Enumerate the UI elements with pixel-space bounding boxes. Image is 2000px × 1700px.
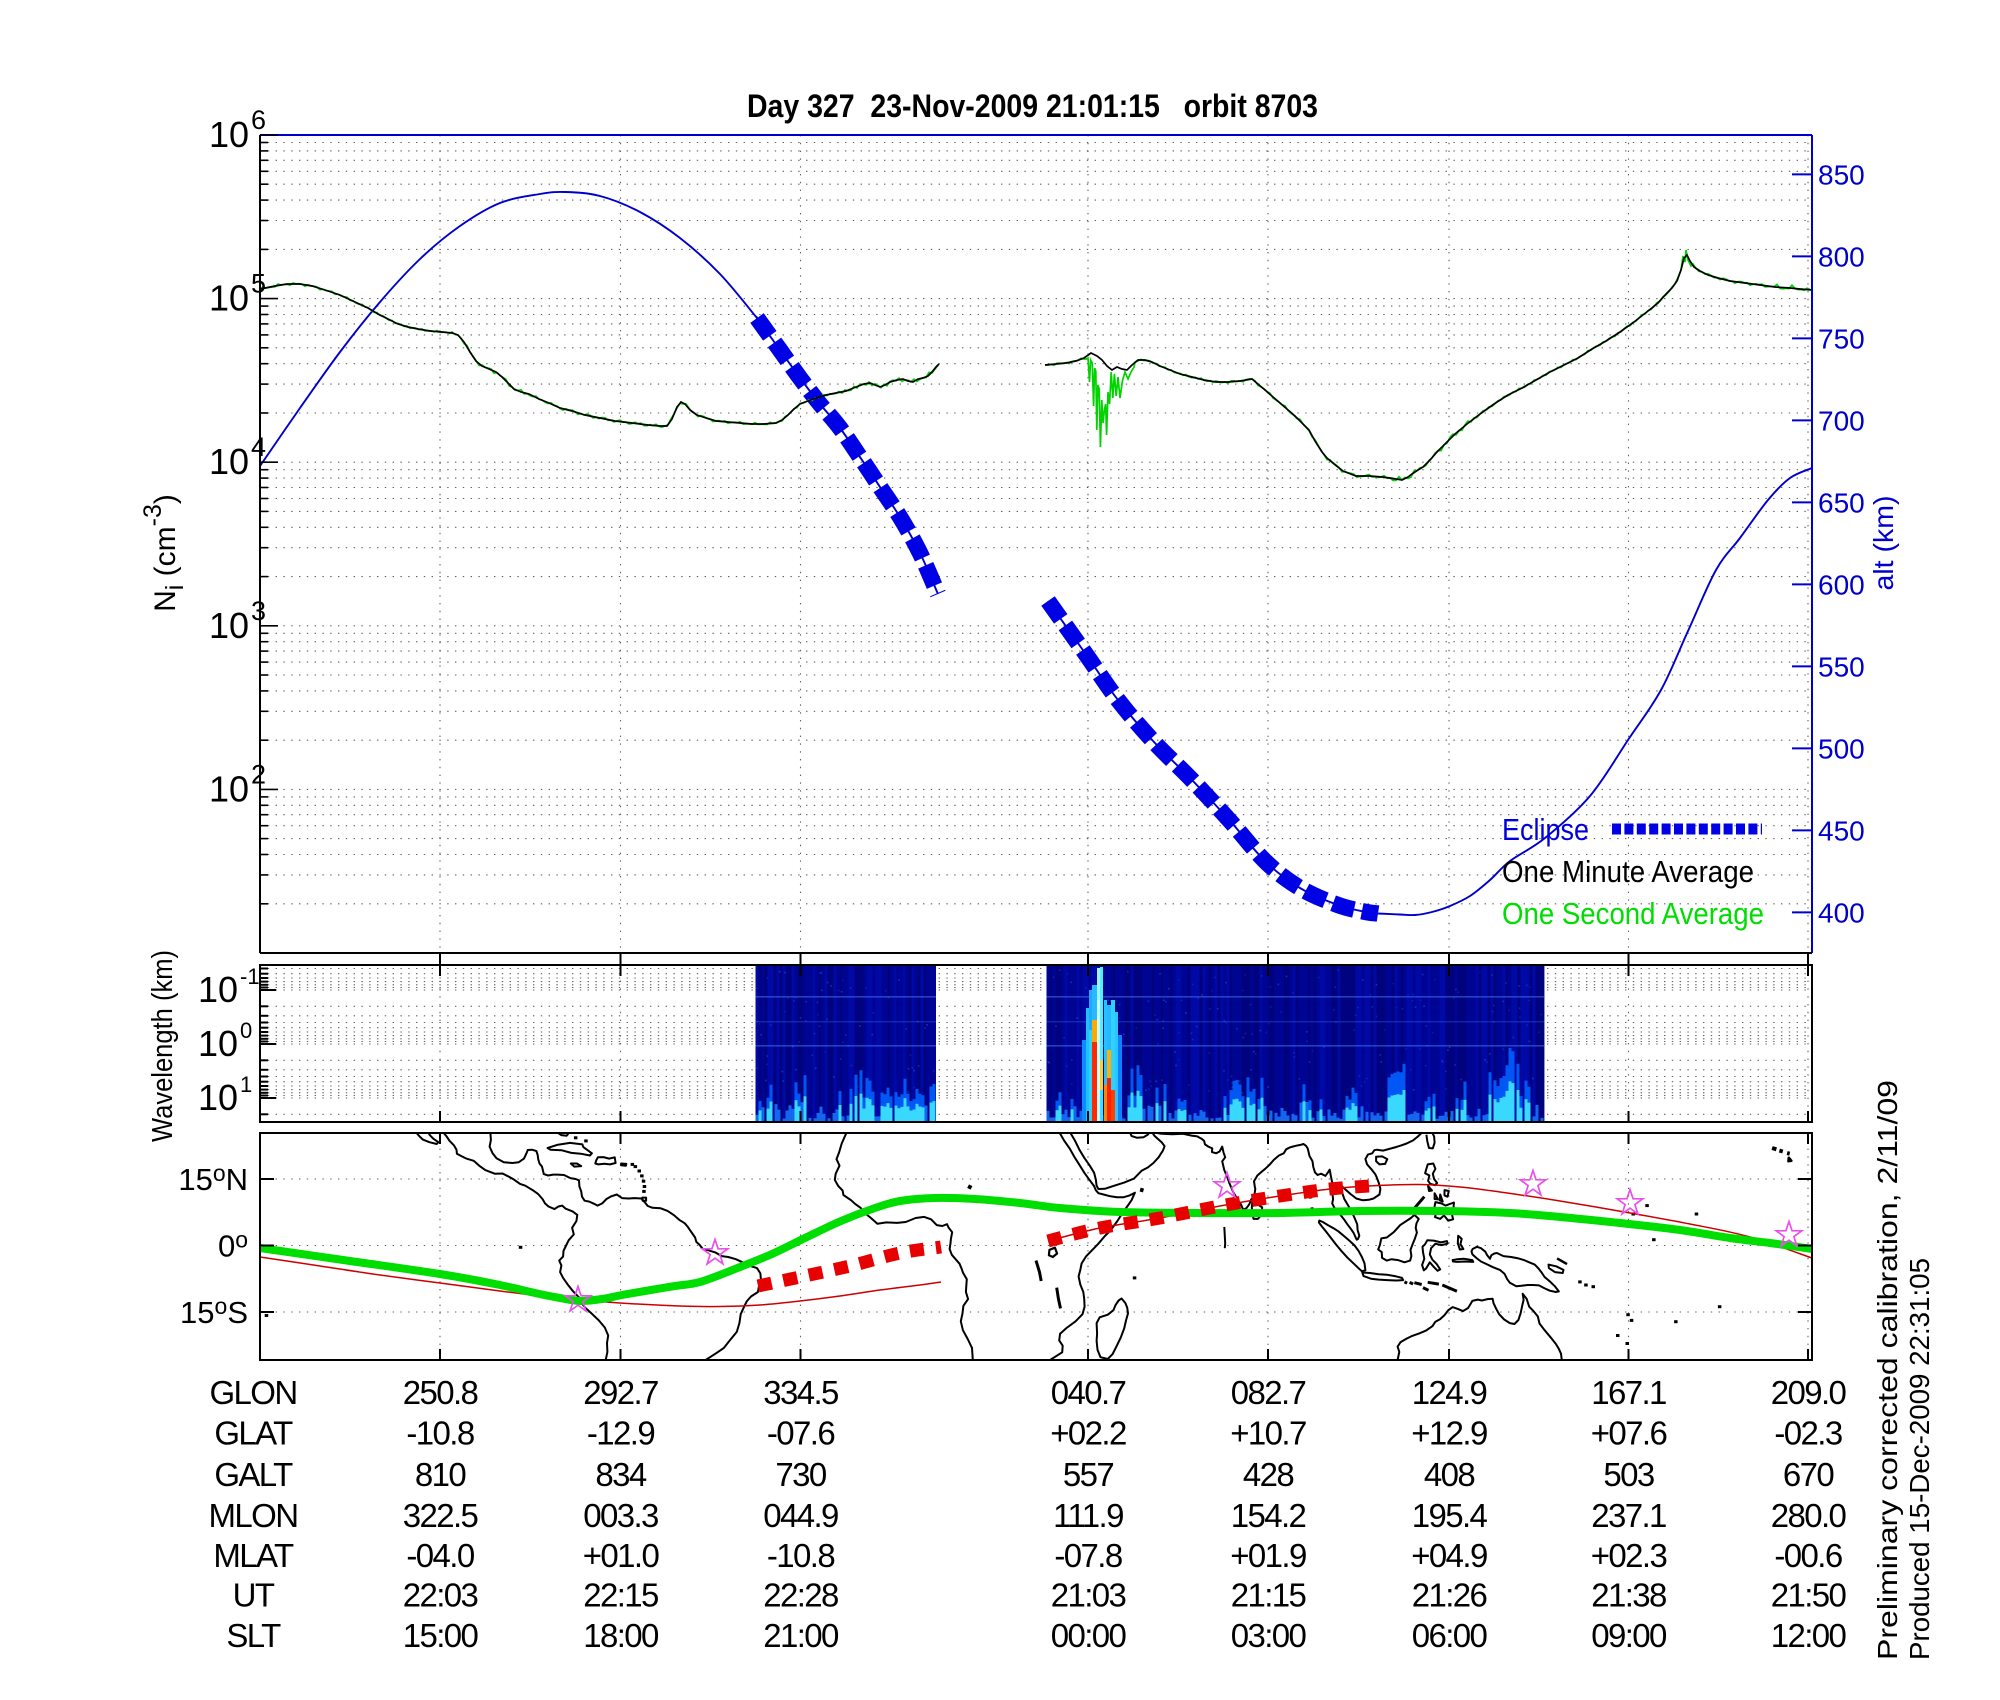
svg-text:10: 10 [198, 969, 238, 1010]
svg-text:124.9: 124.9 [1412, 1374, 1487, 1411]
svg-text:-07.6: -07.6 [767, 1415, 834, 1452]
svg-text:10: 10 [209, 114, 249, 155]
svg-text:21:38: 21:38 [1591, 1577, 1666, 1614]
svg-text:-07.8: -07.8 [1054, 1537, 1121, 1574]
svg-text:+01.0: +01.0 [583, 1537, 660, 1574]
svg-text:-10.8: -10.8 [767, 1537, 834, 1574]
svg-text:+04.9: +04.9 [1411, 1537, 1487, 1574]
svg-text:+02.3: +02.3 [1591, 1537, 1667, 1574]
svg-text:334.5: 334.5 [763, 1374, 838, 1411]
svg-text:One Minute Average: One Minute Average [1502, 854, 1754, 889]
svg-text:15oS: 15oS [180, 1293, 248, 1330]
svg-text:6: 6 [251, 105, 266, 135]
svg-text:-04.0: -04.0 [406, 1537, 474, 1574]
svg-text:250.8: 250.8 [403, 1374, 478, 1411]
svg-text:800: 800 [1818, 241, 1865, 272]
svg-text:Eclipse: Eclipse [1502, 812, 1589, 847]
svg-text:1: 1 [240, 1072, 252, 1097]
svg-text:21:50: 21:50 [1771, 1577, 1847, 1614]
svg-text:10: 10 [209, 441, 249, 482]
svg-text:21:26: 21:26 [1412, 1577, 1487, 1614]
svg-text:-00.6: -00.6 [1774, 1537, 1841, 1574]
svg-text:-10.8: -10.8 [406, 1415, 473, 1452]
svg-text:154.2: 154.2 [1231, 1497, 1306, 1534]
svg-text:292.7: 292.7 [583, 1374, 658, 1411]
svg-text:810: 810 [415, 1456, 467, 1493]
svg-text:06:00: 06:00 [1412, 1617, 1488, 1654]
svg-text:408: 408 [1424, 1456, 1475, 1493]
svg-text:750: 750 [1818, 323, 1865, 354]
svg-text:MLON: MLON [209, 1497, 298, 1534]
svg-text:22:15: 22:15 [583, 1577, 658, 1614]
svg-text:-1: -1 [240, 964, 260, 989]
svg-text:670: 670 [1783, 1456, 1835, 1493]
svg-text:Wavelength (km): Wavelength (km) [147, 950, 179, 1142]
svg-text:0: 0 [240, 1018, 252, 1043]
svg-text:00:00: 00:00 [1051, 1617, 1127, 1654]
svg-text:400: 400 [1818, 897, 1865, 928]
svg-text:003.3: 003.3 [583, 1497, 658, 1534]
svg-text:10: 10 [198, 1023, 238, 1064]
svg-text:SLT: SLT [226, 1617, 281, 1654]
svg-text:15:00: 15:00 [403, 1617, 479, 1654]
svg-text:040.7: 040.7 [1051, 1374, 1126, 1411]
svg-text:21:15: 21:15 [1231, 1577, 1306, 1614]
svg-text:730: 730 [775, 1456, 827, 1493]
svg-text:167.1: 167.1 [1591, 1374, 1666, 1411]
svg-text:21:00: 21:00 [763, 1617, 839, 1654]
svg-text:10: 10 [209, 605, 249, 646]
svg-text:-02.3: -02.3 [1774, 1415, 1841, 1452]
svg-text:03:00: 03:00 [1231, 1617, 1307, 1654]
svg-text:MLAT: MLAT [213, 1537, 294, 1574]
svg-text:GLON: GLON [209, 1374, 296, 1411]
svg-text:Preliminary corrected calibrat: Preliminary corrected calibration, 2/11/… [1872, 1080, 1903, 1660]
svg-text:GALT: GALT [214, 1456, 293, 1493]
svg-text:600: 600 [1818, 569, 1865, 600]
svg-text:700: 700 [1818, 405, 1865, 436]
svg-text:500: 500 [1818, 733, 1865, 764]
svg-text:22:03: 22:03 [403, 1577, 478, 1614]
svg-text:One Second Average: One Second Average [1502, 896, 1764, 931]
svg-text:Produced 15-Dec-2009 22:31:05: Produced 15-Dec-2009 22:31:05 [1904, 1258, 1935, 1660]
svg-text:280.0: 280.0 [1771, 1497, 1847, 1534]
svg-text:+10.7: +10.7 [1230, 1415, 1306, 1452]
svg-text:450: 450 [1818, 815, 1865, 846]
svg-text:834: 834 [595, 1456, 647, 1493]
svg-text:082.7: 082.7 [1231, 1374, 1306, 1411]
svg-text:2: 2 [251, 759, 266, 789]
svg-text:237.1: 237.1 [1591, 1497, 1666, 1534]
svg-text:+02.2: +02.2 [1050, 1415, 1126, 1452]
svg-text:850: 850 [1818, 159, 1865, 190]
svg-text:550: 550 [1818, 651, 1865, 682]
svg-text:044.9: 044.9 [763, 1497, 838, 1534]
svg-text:+07.6: +07.6 [1591, 1415, 1667, 1452]
svg-text:22:28: 22:28 [763, 1577, 838, 1614]
svg-text:10: 10 [209, 278, 249, 319]
svg-text:428: 428 [1243, 1456, 1294, 1493]
svg-text:Day 327 23-Nov-2009 21:01:15: Day 327 23-Nov-2009 21:01:15 orbit 8703 [747, 88, 1318, 124]
svg-text:10: 10 [198, 1077, 238, 1118]
svg-text:111.9: 111.9 [1053, 1497, 1123, 1534]
svg-text:209.0: 209.0 [1771, 1374, 1847, 1411]
svg-text:503: 503 [1603, 1456, 1654, 1493]
svg-text:+12.9: +12.9 [1411, 1415, 1487, 1452]
svg-text:322.5: 322.5 [403, 1497, 478, 1534]
svg-text:650: 650 [1818, 487, 1865, 518]
svg-text:+01.9: +01.9 [1230, 1537, 1306, 1574]
svg-text:12:00: 12:00 [1771, 1617, 1847, 1654]
svg-text:3: 3 [251, 596, 266, 626]
svg-text:alt (km): alt (km) [1868, 496, 1899, 591]
svg-text:UT: UT [233, 1577, 275, 1614]
svg-text:195.4: 195.4 [1412, 1497, 1488, 1534]
svg-text:4: 4 [251, 432, 266, 462]
svg-text:21:03: 21:03 [1051, 1577, 1126, 1614]
svg-text:557: 557 [1063, 1456, 1114, 1493]
svg-text:18:00: 18:00 [583, 1617, 659, 1654]
svg-text:09:00: 09:00 [1591, 1617, 1667, 1654]
svg-text:10: 10 [209, 768, 249, 809]
svg-text:5: 5 [251, 269, 266, 299]
svg-text:GLAT: GLAT [214, 1415, 293, 1452]
svg-text:-12.9: -12.9 [587, 1415, 654, 1452]
